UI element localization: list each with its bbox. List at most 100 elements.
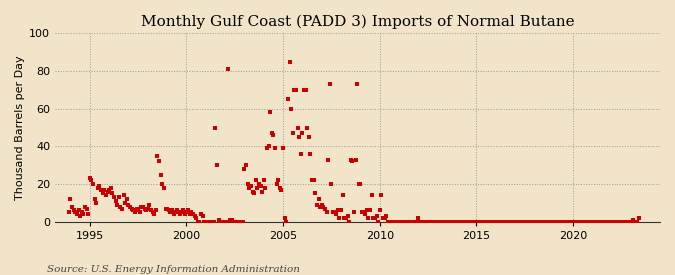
Point xyxy=(123,203,134,207)
Point xyxy=(463,219,474,224)
Point xyxy=(191,216,202,220)
Point xyxy=(210,125,221,130)
Point xyxy=(294,135,304,139)
Point xyxy=(598,219,609,224)
Point xyxy=(376,193,387,197)
Point xyxy=(339,216,350,220)
Point xyxy=(305,152,316,156)
Point xyxy=(413,216,424,220)
Point xyxy=(321,210,332,214)
Point xyxy=(175,212,186,216)
Point xyxy=(267,131,277,135)
Point xyxy=(218,219,229,224)
Point xyxy=(627,218,638,222)
Point xyxy=(493,219,504,224)
Point xyxy=(437,219,448,224)
Point xyxy=(381,214,392,218)
Point xyxy=(435,219,446,224)
Point xyxy=(136,204,146,209)
Point xyxy=(281,219,292,224)
Point xyxy=(105,186,116,190)
Point xyxy=(99,188,110,192)
Point xyxy=(548,219,559,224)
Point xyxy=(109,195,119,199)
Point xyxy=(83,212,94,216)
Point xyxy=(171,208,182,213)
Point xyxy=(168,212,179,216)
Point xyxy=(442,219,453,224)
Point xyxy=(477,219,488,224)
Point xyxy=(125,204,136,209)
Point xyxy=(469,219,480,224)
Point xyxy=(212,163,223,167)
Point xyxy=(255,184,266,188)
Point xyxy=(84,176,95,181)
Point xyxy=(334,216,345,220)
Point xyxy=(569,219,580,224)
Point xyxy=(500,219,511,224)
Point xyxy=(630,219,641,224)
Point xyxy=(291,88,302,92)
Point xyxy=(96,188,107,192)
Point xyxy=(601,219,612,224)
Point xyxy=(215,219,225,224)
Point xyxy=(178,208,188,213)
Point xyxy=(348,210,359,214)
Point xyxy=(275,186,286,190)
Point xyxy=(72,212,82,216)
Point xyxy=(534,219,545,224)
Point xyxy=(323,157,333,162)
Point xyxy=(318,204,329,209)
Point xyxy=(618,219,628,224)
Point xyxy=(371,214,382,218)
Point xyxy=(571,219,582,224)
Point xyxy=(340,216,351,220)
Point xyxy=(368,216,379,220)
Point xyxy=(269,146,280,150)
Point xyxy=(350,157,361,162)
Point xyxy=(616,219,627,224)
Point xyxy=(502,219,512,224)
Point xyxy=(250,178,261,183)
Point xyxy=(333,208,344,213)
Point xyxy=(624,219,634,224)
Y-axis label: Thousand Barrels per Day: Thousand Barrels per Day xyxy=(15,55,25,200)
Point xyxy=(344,219,354,224)
Point xyxy=(217,219,227,224)
Point xyxy=(86,178,97,183)
Point xyxy=(298,88,309,92)
Point xyxy=(475,219,485,224)
Point xyxy=(331,212,342,216)
Point xyxy=(131,206,142,211)
Point xyxy=(68,208,79,213)
Point xyxy=(611,219,622,224)
Point xyxy=(529,219,540,224)
Point xyxy=(152,153,163,158)
Point xyxy=(75,214,86,218)
Point xyxy=(188,212,198,216)
Point xyxy=(532,219,543,224)
Point xyxy=(375,208,385,213)
Point xyxy=(610,219,620,224)
Point xyxy=(485,219,496,224)
Point xyxy=(495,219,506,224)
Point xyxy=(173,210,184,214)
Point xyxy=(518,219,529,224)
Point xyxy=(205,219,216,224)
Point xyxy=(120,201,131,205)
Point xyxy=(88,182,99,186)
Point xyxy=(352,82,362,86)
Point xyxy=(167,208,178,213)
Point xyxy=(621,219,632,224)
Point xyxy=(622,219,633,224)
Point xyxy=(490,219,501,224)
Point xyxy=(472,219,483,224)
Point xyxy=(545,219,556,224)
Point xyxy=(514,219,525,224)
Point xyxy=(288,131,298,135)
Point xyxy=(563,219,574,224)
Point xyxy=(560,219,570,224)
Point xyxy=(543,219,554,224)
Point xyxy=(113,195,124,199)
Point xyxy=(198,219,209,224)
